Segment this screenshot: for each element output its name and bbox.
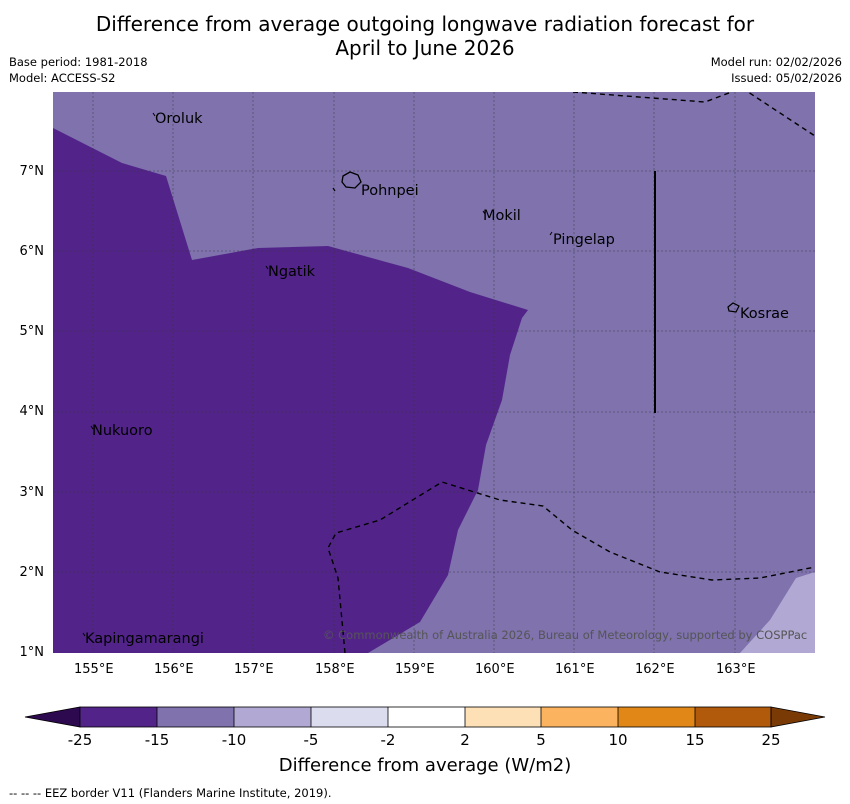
colorbar-tick-minus2: -2 — [380, 731, 396, 749]
lon-label-158e: 158°E — [315, 662, 355, 677]
base-period-text: Base period: 1981-2018 — [9, 55, 148, 69]
colorbar-bin-7 — [541, 707, 618, 727]
issued-text: Issued: 05/02/2026 — [731, 71, 842, 85]
colorbar-bin-1 — [80, 707, 157, 727]
place-label-pohnpei: Pohnpei — [361, 183, 419, 199]
meta-right: Model run: 02/02/2026 Issued: 05/02/2026 — [711, 54, 842, 86]
lat-label-5n: 5°N — [19, 324, 45, 339]
lon-label-159e: 159°E — [395, 662, 435, 677]
colorbar-bin-3 — [234, 707, 311, 727]
kosrae-island-outline — [727, 302, 740, 313]
place-label-pingelap: Pingelap — [553, 232, 615, 248]
lon-label-161e: 161°E — [555, 662, 595, 677]
lat-label-1n: 1°N — [19, 645, 45, 660]
place-label-nukuoro: Nukuoro — [92, 423, 153, 439]
meta-left: Base period: 1981-2018 Model: ACCESS-S2 — [9, 54, 148, 86]
colorbar-bin-9 — [695, 707, 771, 727]
lat-label-4n: 4°N — [19, 404, 45, 419]
lon-label-163e: 163°E — [716, 662, 756, 677]
ngatik-marker — [265, 265, 269, 270]
map-title: Difference from average outgoing longwav… — [0, 12, 850, 60]
atoll-markers — [82, 112, 553, 637]
colorbar-bin-6 — [465, 707, 541, 727]
lon-label-162e: 162°E — [635, 662, 675, 677]
colorbar-tick-5: 5 — [536, 731, 546, 749]
colorbar — [24, 706, 826, 728]
copyright-notice: © Commonwealth of Australia 2026, Bureau… — [323, 628, 808, 642]
place-label-kosrae: Kosrae — [740, 306, 789, 322]
colorbar-title: Difference from average (W/m2) — [278, 755, 572, 776]
colorbar-bin-2 — [157, 707, 234, 727]
lon-label-156e: 156°E — [154, 662, 194, 677]
place-label-ngatik: Ngatik — [268, 264, 316, 280]
colorbar-tick-minus25: -25 — [67, 731, 93, 749]
colorbar-bin-5 — [388, 707, 465, 727]
place-label-kapingamarangi: Kapingamarangi — [85, 631, 204, 647]
model-run-text: Model run: 02/02/2026 — [710, 55, 842, 69]
lon-label-155e: 155°E — [74, 662, 114, 677]
lon-label-160e: 160°E — [475, 662, 515, 677]
lat-label-7n: 7°N — [19, 164, 45, 179]
anomaly-region-minus25-to-minus15 — [53, 128, 528, 653]
colorbar-tick-25: 25 — [761, 731, 781, 749]
title-line-2: April to June 2026 — [335, 36, 515, 60]
oroluk-marker — [152, 112, 156, 117]
lat-label-6n: 6°N — [19, 244, 45, 259]
colorbar-tick-minus10: -10 — [221, 731, 247, 749]
colorbar-extend-high — [770, 706, 826, 728]
place-label-oroluk: Oroluk — [155, 111, 203, 127]
model-text: Model: ACCESS-S2 — [9, 71, 116, 85]
lon-label-157e: 157°E — [234, 662, 274, 677]
kapingamarangi-marker — [82, 632, 86, 637]
eez-legend-footnote: -- -- -- EEZ border V11 (Flanders Marine… — [9, 786, 332, 800]
colorbar-bin-4 — [311, 707, 388, 727]
mokil-marker — [482, 210, 486, 215]
pohnpei-island-outline — [341, 171, 362, 189]
anomaly-region-minus10-to-minus5 — [740, 572, 815, 653]
eez-borders — [327, 92, 815, 653]
colorbar-tick-15: 15 — [685, 731, 705, 749]
colorbar-extend-low — [24, 706, 81, 728]
colorbar-tick-10: 10 — [608, 731, 628, 749]
colorbar-bin-8 — [618, 707, 695, 727]
title-line-1: Difference from average outgoing longwav… — [95, 12, 755, 36]
colorbar-tick-minus5: -5 — [303, 731, 319, 749]
nukuoro-marker — [90, 425, 94, 430]
lat-label-2n: 2°N — [19, 565, 45, 580]
colorbar-tick-minus15: -15 — [144, 731, 170, 749]
place-label-mokil: Mokil — [483, 208, 521, 224]
colorbar-tick-2: 2 — [460, 731, 470, 749]
pingelap-marker — [549, 231, 553, 236]
pohnpei-islet-mark — [332, 187, 336, 192]
lat-label-3n: 3°N — [19, 485, 45, 500]
